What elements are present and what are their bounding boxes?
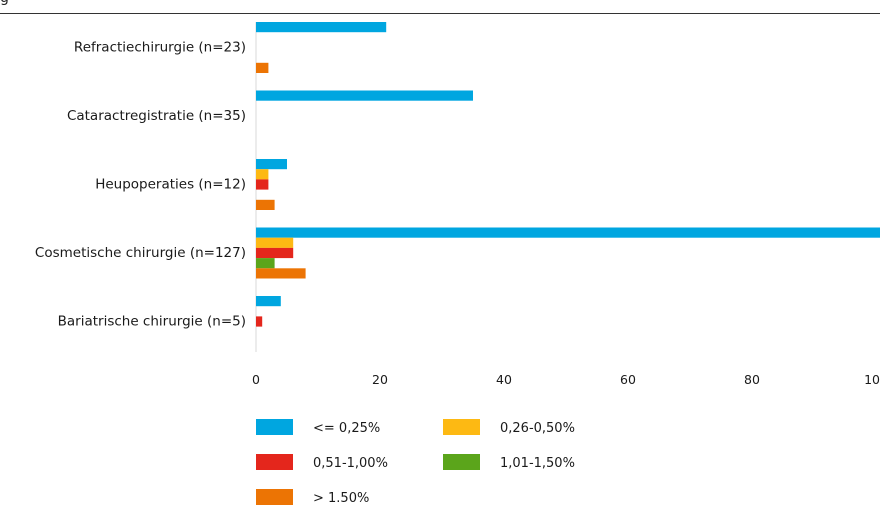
bar-cosmetische-chirurgie-series-4 (256, 258, 275, 269)
bar-cosmetische-chirurgie-series-2 (256, 237, 294, 248)
category-labels: Refractiechirurgie (n=23) Cataractregistr… (35, 40, 246, 330)
legend-label: > 1.50% (313, 491, 369, 506)
legend-swatch (256, 419, 293, 435)
category-label: Cataractregistratie (n=35) (67, 108, 246, 124)
legend-swatch (256, 489, 293, 505)
category-label: Cosmetische chirurgie (n=127) (35, 245, 246, 261)
bar-refractiechirurgie-series-5 (256, 62, 269, 73)
legend: <= 0,25% 0,26-0,50% 0,51-1,00% 1,01-1,50% > … (256, 419, 575, 506)
bar-bariatrische-chirurgie-series-1 (256, 296, 281, 307)
x-tick-label: 100 (864, 372, 880, 387)
top-rule (0, 13, 880, 14)
legend-label: 1,01-1,50% (500, 456, 575, 471)
bar-cataractregistratie-series-1 (256, 90, 473, 101)
legend-label: <= 0,25% (313, 421, 380, 436)
bar-cosmetische-chirurgie-series-1 (256, 227, 880, 238)
x-tick-label: 80 (744, 372, 760, 387)
bar-refractiechirurgie-series-1 (256, 22, 387, 33)
bar-heupoperaties-series-2 (256, 169, 269, 180)
x-tick-label: 60 (620, 372, 636, 387)
bar-cosmetische-chirurgie-series-3 (256, 247, 294, 259)
x-tick-label: 40 (496, 372, 512, 387)
bars-group (256, 22, 880, 327)
bar-heupoperaties-series-1 (256, 159, 287, 170)
x-tick-labels: 0 20 40 60 80 100 (252, 372, 880, 387)
category-label: Bariatrische chirurgie (n=5) (58, 314, 246, 330)
bar-heupoperaties-series-3 (256, 179, 269, 190)
bar-heupoperaties-series-5 (256, 199, 275, 210)
category-label: Refractiechirurgie (n=23) (74, 40, 246, 56)
legend-swatch (443, 419, 480, 435)
clipped-header-text: g (0, 0, 9, 6)
legend-label: 0,26-0,50% (500, 421, 575, 436)
category-label: Heupoperaties (n=12) (95, 177, 246, 193)
bar-bariatrische-chirurgie-series-3 (256, 316, 263, 327)
legend-label: 0,51-1,00% (313, 456, 388, 471)
legend-swatch (256, 454, 293, 470)
bar-cosmetische-chirurgie-series-5 (256, 268, 306, 279)
x-tick-label: 20 (372, 372, 388, 387)
x-tick-label: 0 (252, 372, 260, 387)
legend-swatch (443, 454, 480, 470)
